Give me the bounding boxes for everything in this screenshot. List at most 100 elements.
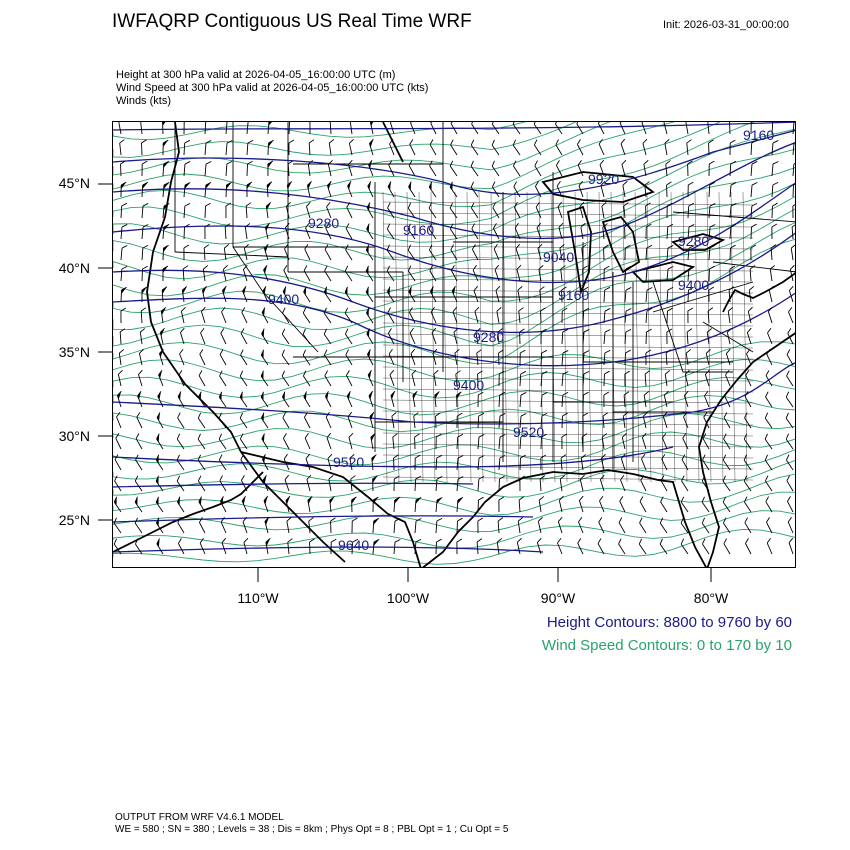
wind-barb <box>582 286 589 303</box>
wind-barb <box>540 307 546 324</box>
wind-barb <box>764 433 773 450</box>
wind-barb <box>620 453 626 471</box>
wind-barb <box>687 224 695 240</box>
wind-barb <box>558 495 564 513</box>
wind-barb <box>641 453 647 471</box>
wind-barb <box>644 181 650 198</box>
coastline-segment <box>422 471 584 567</box>
county-line <box>382 410 754 415</box>
wind-barb <box>365 244 374 261</box>
wind-barb <box>723 517 731 534</box>
wind-barb <box>344 265 353 282</box>
wind-barb <box>582 370 590 387</box>
wind-barb <box>707 122 713 135</box>
county-line <box>682 191 688 483</box>
wind-barb <box>474 306 480 324</box>
wind-barb <box>183 122 190 135</box>
wind-barb <box>162 265 169 282</box>
height-contour <box>113 292 795 367</box>
wind-barb <box>432 348 438 366</box>
wind-barb <box>785 433 794 450</box>
wind-barb <box>619 122 626 135</box>
wind-barb <box>603 391 610 408</box>
wind-barb <box>456 476 464 492</box>
wind-barb <box>367 181 374 198</box>
wind-barb <box>177 517 185 534</box>
wind-barb <box>687 307 694 324</box>
wind-barb <box>347 180 353 198</box>
wind-barb <box>666 286 674 303</box>
wind-barb <box>470 181 479 198</box>
county-line <box>406 191 412 483</box>
height-contour-label: 9400 <box>453 377 484 393</box>
wind-barb <box>139 328 146 345</box>
wind-barb <box>430 286 437 303</box>
height-contour <box>113 362 795 425</box>
wind-barb <box>582 265 588 282</box>
county-line <box>718 191 724 483</box>
wind-barb <box>409 328 416 345</box>
wind-barb <box>201 306 206 324</box>
wind-barb <box>449 160 458 177</box>
wind-barb <box>387 181 395 198</box>
wind-barb <box>323 307 332 324</box>
wind-barb <box>624 265 632 282</box>
wind-barb <box>330 538 337 555</box>
wind-barb <box>456 538 463 555</box>
wind-barb <box>370 433 376 450</box>
wind-barb <box>645 223 652 240</box>
wind-barb <box>386 265 395 282</box>
wind-barb <box>434 391 440 408</box>
wind-barb <box>304 244 311 261</box>
wind-barb <box>581 433 588 450</box>
wind-barb <box>246 160 253 177</box>
wind-barb <box>218 454 227 471</box>
wind-barb <box>641 122 647 135</box>
wind-barb <box>729 265 736 282</box>
wind-barb <box>516 537 522 555</box>
great-lake <box>631 261 696 283</box>
footer-config: WE = 580 ; SN = 380 ; Levels = 38 ; Dis … <box>115 824 509 835</box>
wind-barb <box>407 265 416 282</box>
wind-barb <box>723 538 731 555</box>
wind-barb <box>183 244 190 261</box>
wind-barb <box>183 139 191 156</box>
wind-barb <box>750 244 757 261</box>
wind-barb <box>702 454 710 471</box>
wind-barb <box>765 391 773 408</box>
wind-barb <box>771 140 779 156</box>
wind-barb <box>241 475 248 492</box>
wind-barb <box>328 139 335 156</box>
wind-barb <box>747 306 753 324</box>
wind-barb <box>724 391 731 408</box>
wind-barb <box>618 538 626 555</box>
wind-barb <box>538 496 545 513</box>
wind-barb <box>414 475 422 492</box>
wind-barb <box>281 391 290 408</box>
wind-barb <box>303 265 311 282</box>
wind-barb <box>371 454 377 471</box>
wind-barb <box>225 202 232 219</box>
wind-barb <box>539 286 545 303</box>
wind-barb <box>770 244 777 261</box>
wind-barb <box>561 371 569 387</box>
height-contour-label: 9520 <box>333 454 364 470</box>
lon-label-100: 100°W <box>386 590 430 606</box>
wind-barb <box>408 286 416 303</box>
lon-label-80: 80°W <box>693 590 729 606</box>
wind-barb <box>680 538 689 555</box>
wind-barb <box>498 391 506 408</box>
field-height-label: Height at 300 hPa valid at 2026-04-05_16… <box>116 69 396 81</box>
wind-barb <box>198 370 206 387</box>
lat-label-45: 45°N <box>58 175 90 191</box>
wind-barb <box>498 475 505 492</box>
wind-barb <box>204 122 212 135</box>
height-contour <box>113 122 795 131</box>
wind-barb <box>324 265 332 282</box>
wind-barb <box>283 454 290 471</box>
wind-barb <box>134 496 143 513</box>
wind-barb <box>141 139 147 156</box>
wind-barb <box>729 122 735 135</box>
height-contour <box>113 546 544 553</box>
field-windspeed-label: Wind Speed at 300 hPa valid at 2026-04-0… <box>116 82 429 94</box>
